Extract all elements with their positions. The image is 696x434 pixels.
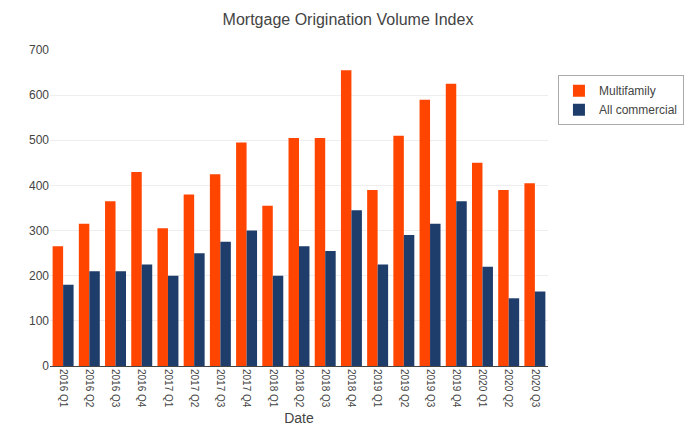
svg-text:2016 Q4: 2016 Q4: [136, 369, 147, 408]
svg-text:2016 Q3: 2016 Q3: [110, 369, 121, 408]
svg-text:2017 Q4: 2017 Q4: [241, 369, 252, 408]
svg-text:Mortgage Origination Volume In: Mortgage Origination Volume Index: [223, 11, 474, 28]
svg-text:Multifamily: Multifamily: [599, 84, 656, 98]
svg-text:2020 Q3: 2020 Q3: [530, 369, 541, 408]
svg-text:2019 Q2: 2019 Q2: [399, 369, 410, 408]
svg-text:200: 200: [29, 269, 49, 283]
svg-text:0: 0: [42, 359, 49, 373]
svg-text:2018 Q1: 2018 Q1: [268, 369, 279, 408]
svg-text:2018 Q4: 2018 Q4: [346, 369, 357, 408]
svg-text:2019 Q3: 2019 Q3: [425, 369, 436, 408]
svg-text:700: 700: [29, 43, 49, 57]
svg-text:500: 500: [29, 133, 49, 147]
svg-text:600: 600: [29, 88, 49, 102]
svg-text:2016 Q1: 2016 Q1: [58, 369, 69, 408]
svg-text:2020 Q1: 2020 Q1: [477, 369, 488, 408]
svg-text:2019 Q1: 2019 Q1: [372, 369, 383, 408]
svg-text:400: 400: [29, 179, 49, 193]
svg-text:2018 Q3: 2018 Q3: [320, 369, 331, 408]
svg-text:300: 300: [29, 224, 49, 238]
svg-text:All commercial: All commercial: [599, 103, 677, 117]
svg-text:2017 Q3: 2017 Q3: [215, 369, 226, 408]
svg-text:2017 Q1: 2017 Q1: [163, 369, 174, 408]
svg-text:2017 Q2: 2017 Q2: [189, 369, 200, 408]
svg-text:2019 Q4: 2019 Q4: [451, 369, 462, 408]
svg-text:2016 Q2: 2016 Q2: [84, 369, 95, 408]
svg-text:2018 Q2: 2018 Q2: [294, 369, 305, 408]
svg-text:2020 Q2: 2020 Q2: [503, 369, 514, 408]
svg-text:Date: Date: [284, 410, 314, 426]
svg-text:100: 100: [29, 314, 49, 328]
